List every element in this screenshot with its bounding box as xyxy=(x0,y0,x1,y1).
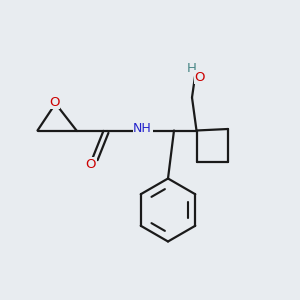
Text: NH: NH xyxy=(133,122,152,136)
Text: O: O xyxy=(194,70,205,84)
Text: H: H xyxy=(187,62,197,76)
Text: O: O xyxy=(86,158,96,171)
Text: O: O xyxy=(49,95,59,109)
